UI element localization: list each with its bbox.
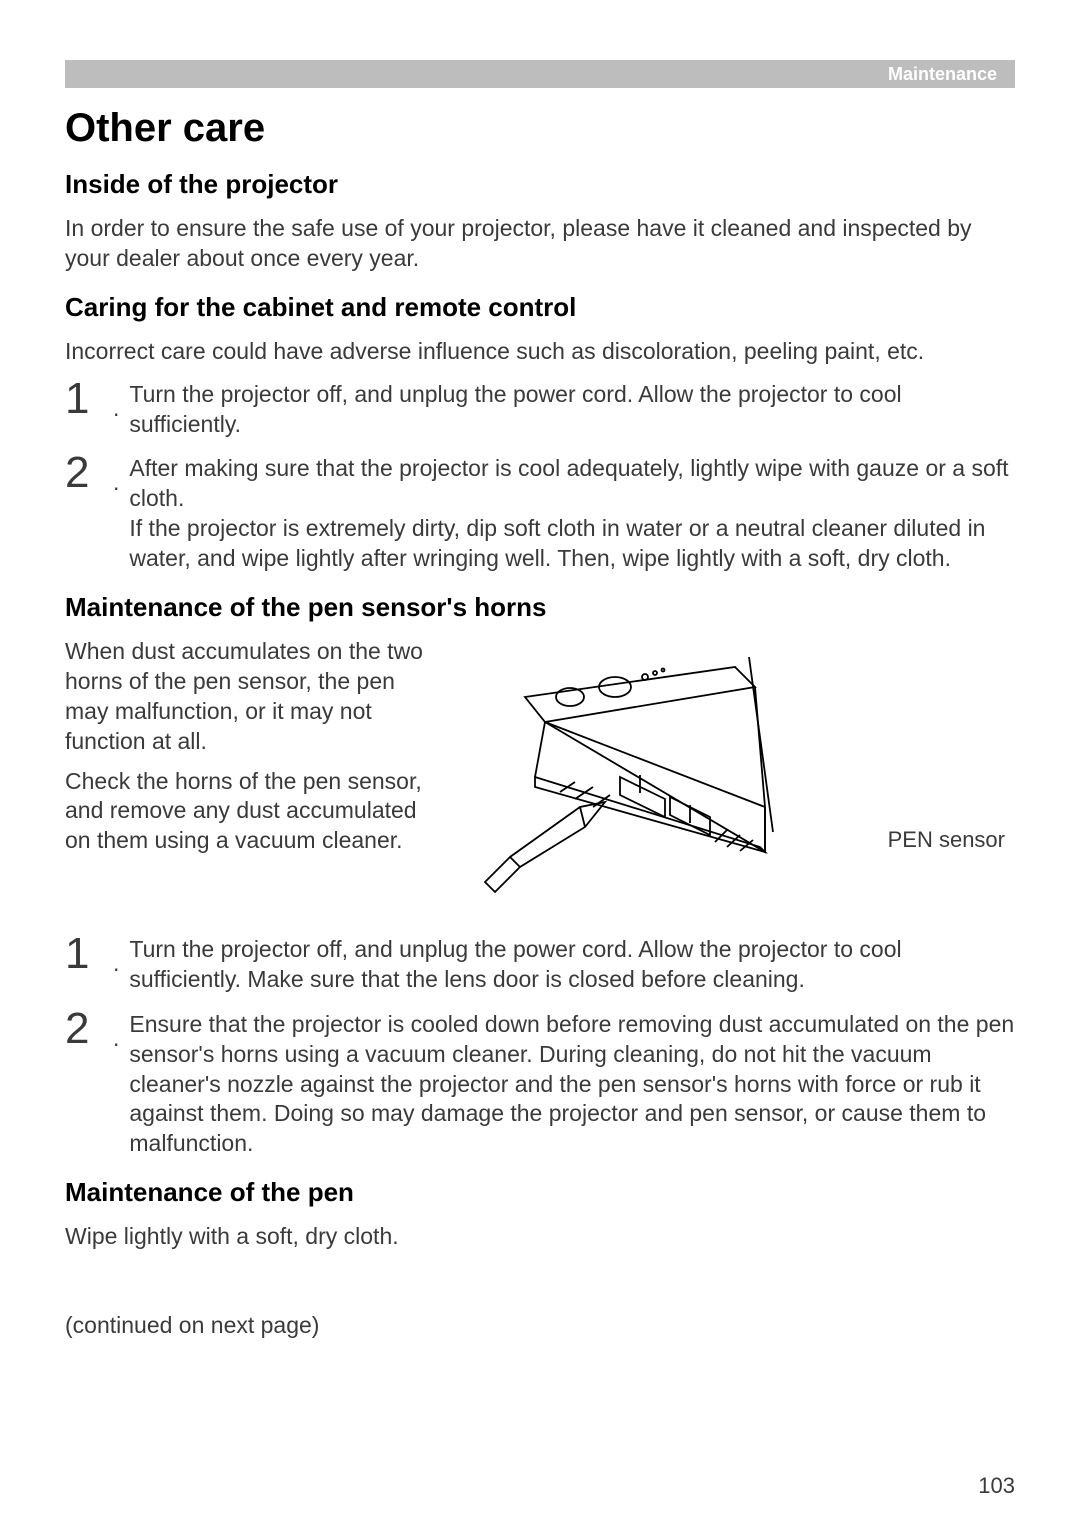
page-container: Maintenance Other care Inside of the pro… <box>0 0 1080 1379</box>
step-period: . <box>113 1025 119 1052</box>
sensor-text-2: Check the horns of the pen sensor, and r… <box>65 767 435 857</box>
heading-inside: Inside of the projector <box>65 169 1015 200</box>
step-text: Ensure that the projector is cooled down… <box>129 1007 1015 1159</box>
sensor-step-2: 2 . Ensure that the projector is cooled … <box>65 1007 1015 1159</box>
continued-note: (continued on next page) <box>65 1312 1015 1339</box>
step-period: . <box>113 950 119 977</box>
sensor-section: When dust accumulates on the two horns o… <box>65 637 1015 902</box>
step-text-a: After making sure that the projector is … <box>129 455 1008 511</box>
step-number: 2 <box>65 451 109 495</box>
text-inside: In order to ensure the safe use of your … <box>65 214 1015 274</box>
cabinet-step-1: 1 . Turn the projector off, and unplug t… <box>65 377 1015 440</box>
page-title: Other care <box>65 106 1015 151</box>
heading-sensor: Maintenance of the pen sensor's horns <box>65 592 1015 623</box>
step-period: . <box>113 395 119 422</box>
heading-pen: Maintenance of the pen <box>65 1177 1015 1208</box>
step-number: 1 <box>65 932 109 976</box>
step-text: Turn the projector off, and unplug the p… <box>129 377 1015 440</box>
step-text: After making sure that the projector is … <box>129 451 1015 574</box>
sensor-text-column: When dust accumulates on the two horns o… <box>65 637 435 866</box>
heading-cabinet: Caring for the cabinet and remote contro… <box>65 292 1015 323</box>
step-number: 2 <box>65 1007 109 1051</box>
step-period: . <box>113 469 119 496</box>
page-number: 103 <box>978 1473 1015 1499</box>
step-number: 1 <box>65 377 109 421</box>
step-text-b: If the projector is extremely dirty, dip… <box>129 515 985 571</box>
text-pen: Wipe lightly with a soft, dry cloth. <box>65 1222 1015 1252</box>
pen-sensor-diagram <box>465 647 885 897</box>
cabinet-step-2: 2 . After making sure that the projector… <box>65 451 1015 574</box>
header-bar: Maintenance <box>65 60 1015 88</box>
sensor-figure-label: PEN sensor <box>888 827 1005 853</box>
sensor-text-1: When dust accumulates on the two horns o… <box>65 637 435 757</box>
step-text: Turn the projector off, and unplug the p… <box>129 932 1015 995</box>
section-label: Maintenance <box>888 64 997 85</box>
sensor-step-1: 1 . Turn the projector off, and unplug t… <box>65 932 1015 995</box>
sensor-figure-column: PEN sensor <box>465 637 1015 902</box>
text-cabinet-intro: Incorrect care could have adverse influe… <box>65 337 1015 367</box>
